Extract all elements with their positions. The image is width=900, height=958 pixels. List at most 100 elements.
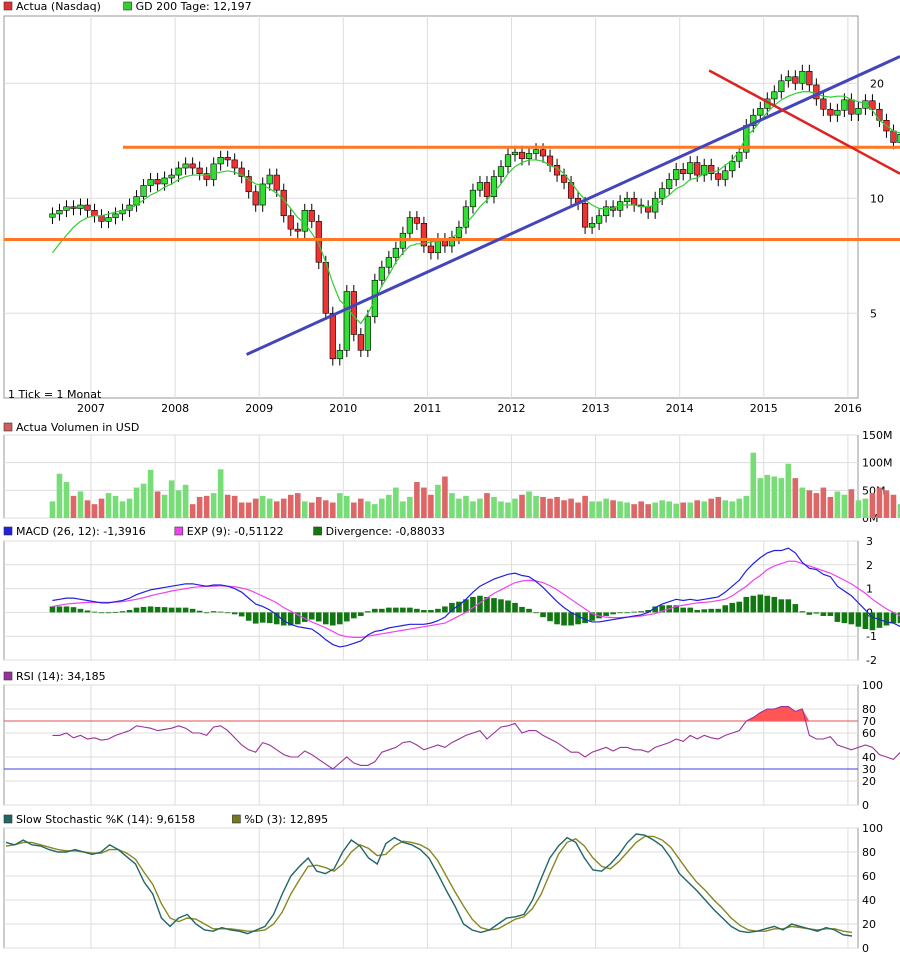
volume-bar-16 (161, 494, 168, 518)
volume-bar-57 (449, 493, 455, 518)
divergence-bar-57 (449, 602, 455, 613)
divergence-bar-15 (154, 606, 161, 613)
volume-bar-88 (666, 501, 672, 518)
candle-73 (560, 174, 568, 183)
volume-bar-98 (736, 498, 743, 518)
candle-62 (483, 182, 491, 197)
divergence-bar-45 (365, 611, 371, 613)
divergence-bar-77 (589, 612, 595, 621)
volume-bar-26 (231, 495, 238, 518)
volume-bar-83 (631, 504, 637, 518)
candle-42 (343, 291, 350, 351)
candle-107 (799, 70, 806, 84)
divergence-bar-55 (435, 608, 441, 613)
divergence-bar-46 (372, 608, 378, 613)
uptrend-line (245, 55, 900, 356)
y-tick-rsi-40: 40 (862, 751, 876, 764)
volume-bar-50 (400, 501, 406, 518)
divergence-bar-53 (421, 610, 427, 613)
candle-60 (469, 189, 477, 208)
volume-bar-92 (694, 500, 701, 518)
divergence-bar-34 (287, 612, 294, 626)
candle-65 (504, 154, 512, 167)
candle-48 (385, 257, 392, 268)
x-tick-label-2007: 2007 (77, 402, 105, 415)
candle-85 (645, 206, 652, 213)
divergence-bar-20 (189, 608, 196, 613)
volume-bar-60 (470, 501, 476, 518)
candle-79 (603, 206, 610, 217)
candle-120 (890, 130, 897, 143)
volume-bar-15 (154, 491, 161, 518)
candle-87 (659, 188, 666, 199)
y-tick-rsi-30: 30 (862, 763, 876, 776)
divergence-bar-6 (91, 611, 98, 613)
volume-bar-19 (182, 484, 189, 518)
volume-bar-81 (617, 501, 623, 518)
candle-66 (511, 151, 519, 156)
candle-28 (245, 176, 252, 193)
legend-swatch-rsi-0 (3, 671, 13, 681)
candle-38 (315, 221, 322, 263)
divergence-bar-87 (659, 605, 665, 613)
divergence-bar-96 (722, 605, 729, 613)
divergence-bar-43 (351, 612, 357, 619)
volume-bar-101 (757, 478, 764, 518)
volume-bar-7 (98, 498, 105, 518)
candle-37 (308, 209, 315, 222)
volume-bar-116 (862, 498, 869, 518)
divergence-bar-120 (890, 612, 897, 624)
candle-116 (862, 100, 869, 109)
x-tick-label-2016: 2016 (834, 402, 862, 415)
divergence-bar-85 (645, 610, 651, 613)
y-tick-macd-3: 3 (866, 535, 873, 548)
volume-bar-43 (351, 502, 357, 518)
volume-bar-94 (708, 498, 715, 518)
volume-bar-80 (610, 500, 616, 518)
volume-bar-89 (673, 503, 679, 518)
divergence-bar-64 (498, 599, 504, 613)
legend-label-price-0: Actua (Nasdaq) (16, 0, 101, 13)
x-tick-label-2015: 2015 (750, 402, 778, 415)
divergence-bar-54 (428, 610, 434, 613)
volume-bar-102 (764, 474, 771, 518)
divergence-bar-41 (336, 612, 343, 625)
candle-15 (154, 179, 161, 185)
legend-swatch-macd-2 (313, 526, 322, 536)
divergence-bar-13 (140, 606, 147, 613)
divergence-bar-21 (196, 610, 203, 613)
volume-bar-31 (266, 498, 273, 518)
candle-61 (476, 182, 484, 191)
volume-bar-13 (140, 483, 147, 518)
candle-51 (406, 217, 413, 234)
volume-bar-95 (715, 496, 722, 518)
candle-96 (722, 170, 729, 180)
candle-16 (161, 177, 168, 185)
volume-bar-48 (386, 494, 392, 518)
legend-label-volume-0: Actua Volumen in USD (16, 421, 139, 434)
divergence-bar-52 (414, 608, 420, 613)
divergence-bar-9 (112, 611, 119, 613)
volume-bar-93 (701, 501, 708, 518)
candle-111 (827, 108, 834, 116)
volume-bar-118 (876, 487, 883, 518)
y-tick-stoch-20: 20 (862, 918, 876, 931)
divergence-bar-35 (294, 612, 301, 625)
tick-note: 1 Tick = 1 Monat (8, 388, 102, 401)
divergence-bar-47 (379, 608, 385, 613)
divergence-bar-117 (869, 612, 876, 631)
volume-bar-115 (855, 500, 862, 518)
y-tick-stoch-0: 0 (862, 942, 869, 955)
volume-bar-77 (589, 501, 595, 518)
divergence-bar-0 (49, 606, 56, 613)
x-tick-label-2013: 2013 (582, 402, 610, 415)
divergence-bar-89 (673, 605, 679, 613)
candle-112 (834, 109, 841, 116)
volume-bar-72 (554, 496, 560, 518)
volume-bar-76 (582, 495, 588, 518)
volume-bar-78 (596, 501, 602, 518)
volume-bar-71 (547, 498, 553, 518)
divergence-bar-119 (883, 612, 890, 626)
macd-signal-line (52, 560, 900, 638)
volume-bar-113 (841, 494, 848, 518)
